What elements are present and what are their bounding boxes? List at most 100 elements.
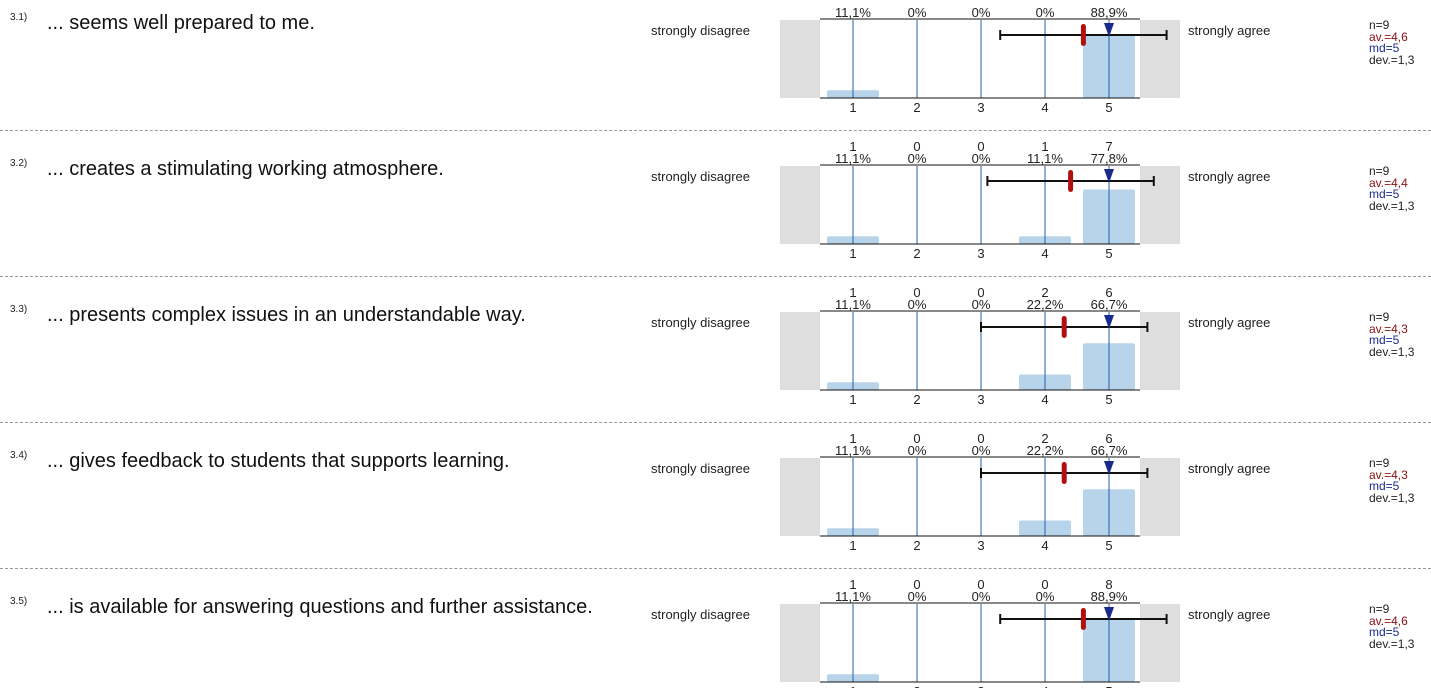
distribution-chart: 1 2 3 4 5 11,1% 0% 0% 0% 88,9% xyxy=(780,5,1180,115)
stat-median: md=5 xyxy=(1369,479,1400,493)
stat-deviation: dev.=1,3 xyxy=(1369,490,1415,505)
count-label: 1 xyxy=(849,577,856,592)
count-label: 0 xyxy=(1041,577,1048,592)
distribution-chart: 1 2 3 4 5 1 0 0 0 8 11,1% 0% 0% 0% 88,9% xyxy=(780,577,1180,688)
stat-average: av.=4,6 xyxy=(1369,29,1408,44)
x-tick-label: 3 xyxy=(977,392,984,407)
question-row: 3.2) ... creates a stimulating working a… xyxy=(0,20,1431,261)
x-tick-label: 1 xyxy=(849,684,856,688)
median-marker xyxy=(1104,461,1114,475)
question-text: ... presents complex issues in an unders… xyxy=(47,304,526,326)
x-tick-label: 3 xyxy=(977,246,984,261)
median-marker xyxy=(1104,169,1114,183)
stat-median: md=5 xyxy=(1369,187,1400,201)
percent-label: 0% xyxy=(908,5,927,20)
right-side-panel xyxy=(1140,20,1180,98)
scale-left-label: strongly disagree xyxy=(651,461,750,476)
mean-marker xyxy=(1061,462,1067,484)
question-row: 3.4) ... gives feedback to students that… xyxy=(0,312,1431,553)
stat-median: md=5 xyxy=(1369,41,1400,55)
count-label: 2 xyxy=(1041,285,1048,300)
percent-label: 77,8% xyxy=(1091,151,1128,166)
count-label: 7 xyxy=(1105,139,1112,154)
statistics: n=9 av.=4,4 md=5 dev.=1,3 xyxy=(1369,165,1415,213)
stat-n: n=9 xyxy=(1369,18,1390,32)
question-text: ... seems well prepared to me. xyxy=(47,12,315,34)
x-tick-label: 5 xyxy=(1105,684,1112,688)
percent-label: 11,1% xyxy=(835,443,871,458)
question-text: ... gives feedback to students that supp… xyxy=(47,450,510,472)
median-marker xyxy=(1104,315,1114,329)
mean-marker xyxy=(1068,170,1074,192)
x-tick-label: 2 xyxy=(913,684,920,688)
x-tick-label: 1 xyxy=(849,246,856,261)
count-label: 0 xyxy=(913,431,920,446)
row-separator xyxy=(0,276,1431,277)
count-label: 0 xyxy=(977,285,984,300)
percent-label: 88,9% xyxy=(1091,5,1128,20)
percent-label: 0% xyxy=(972,297,991,312)
scale-left-label: strongly disagree xyxy=(651,315,750,330)
question-number: 3.5) xyxy=(10,596,28,607)
count-label: 6 xyxy=(1105,285,1112,300)
count-label: 1 xyxy=(849,431,856,446)
x-tick-label: 1 xyxy=(849,538,856,553)
percent-label: 0% xyxy=(972,443,991,458)
distribution-chart: 1 2 3 4 5 1 0 0 2 6 11,1% 0% 0% 22,2% 66,7% xyxy=(780,431,1180,553)
x-tick-label: 2 xyxy=(913,246,920,261)
row-separator xyxy=(0,130,1431,131)
stat-deviation: dev.=1,3 xyxy=(1369,636,1415,651)
statistics: n=9 av.=4,6 md=5 dev.=1,3 xyxy=(1369,18,1414,66)
row-separator xyxy=(0,422,1431,423)
count-label: 1 xyxy=(1041,139,1048,154)
scale-right-label: strongly agree xyxy=(1188,461,1271,476)
x-tick-label: 5 xyxy=(1105,538,1112,553)
x-tick-label: 3 xyxy=(977,100,984,115)
scale-left-label: strongly disagree xyxy=(651,23,750,38)
percent-label: 22,2% xyxy=(1027,297,1064,312)
percent-label: 0% xyxy=(972,151,991,166)
mean-marker xyxy=(1080,24,1086,46)
question-number: 3.3) xyxy=(10,304,28,315)
question-row: 3.5) ... is available for answering ques… xyxy=(0,458,1431,688)
x-tick-label: 4 xyxy=(1041,100,1048,115)
count-label: 0 xyxy=(913,577,920,592)
x-tick-label: 5 xyxy=(1105,100,1112,115)
percent-label: 11,1% xyxy=(1027,151,1063,166)
stat-average: av.=4,4 xyxy=(1369,175,1408,190)
percent-label: 11,1% xyxy=(835,5,871,20)
scale-right-label: strongly agree xyxy=(1188,23,1271,38)
count-label: 0 xyxy=(977,577,984,592)
row-separator xyxy=(0,568,1431,569)
stat-n: n=9 xyxy=(1369,310,1390,324)
question-row: 3.3) ... presents complex issues in an u… xyxy=(0,166,1431,407)
scale-left-label: strongly disagree xyxy=(651,169,750,184)
stat-median: md=5 xyxy=(1369,333,1400,347)
statistics: n=9 av.=4,3 md=5 dev.=1,3 xyxy=(1369,310,1414,358)
stat-deviation: dev.=1,3 xyxy=(1369,198,1415,213)
question-number: 3.2) xyxy=(10,158,28,169)
count-label: 6 xyxy=(1105,431,1112,446)
median-marker xyxy=(1104,607,1114,621)
percent-label: 0% xyxy=(908,443,927,458)
percent-label: 0% xyxy=(972,589,991,604)
stat-n: n=9 xyxy=(1369,456,1390,470)
right-side-panel xyxy=(1140,166,1180,244)
percent-label: 0% xyxy=(972,5,991,20)
question-text: ... is available for answering questions… xyxy=(47,596,593,618)
percent-label: 22,2% xyxy=(1027,443,1064,458)
left-side-panel xyxy=(780,312,820,390)
statistics: n=9 av.=4,3 md=5 dev.=1,3 xyxy=(1369,456,1415,505)
count-label: 1 xyxy=(849,285,856,300)
x-tick-label: 3 xyxy=(977,684,984,688)
x-tick-label: 4 xyxy=(1041,538,1048,553)
statistics: n=9 av.=4,6 md=5 dev.=1,3 xyxy=(1369,603,1415,651)
scale-right-label: strongly agree xyxy=(1188,315,1271,330)
stat-average: av.=4,3 xyxy=(1369,467,1408,482)
percent-label: 11,1% xyxy=(835,297,871,312)
mean-marker xyxy=(1080,608,1086,630)
x-tick-label: 2 xyxy=(913,538,920,553)
count-label: 0 xyxy=(913,285,920,300)
x-tick-label: 3 xyxy=(977,538,984,553)
x-tick-label: 5 xyxy=(1105,392,1112,407)
